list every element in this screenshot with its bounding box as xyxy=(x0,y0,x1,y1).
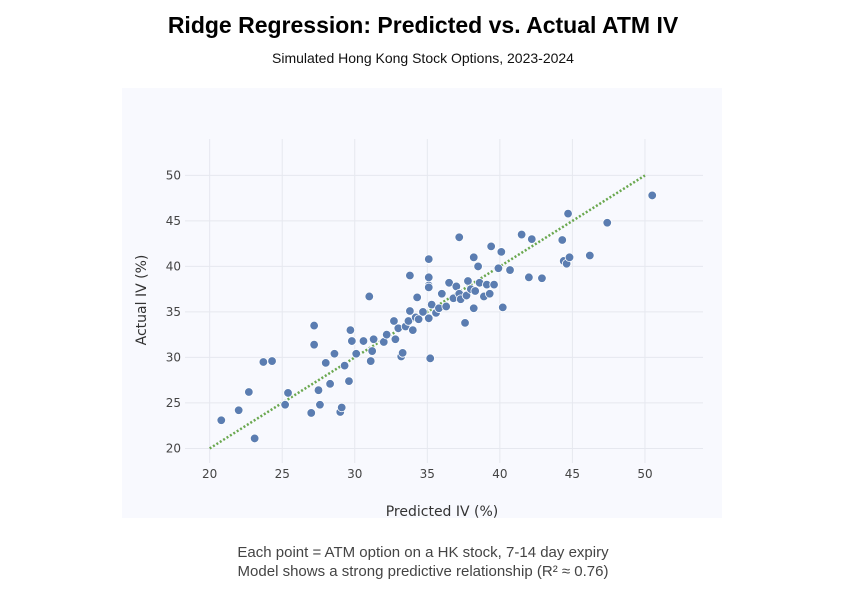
data-point xyxy=(470,286,480,296)
data-point xyxy=(364,291,374,302)
data-point xyxy=(309,320,319,331)
data-point xyxy=(469,303,479,313)
data-point xyxy=(564,252,575,263)
data-point xyxy=(381,329,392,340)
data-point xyxy=(233,405,244,415)
data-point xyxy=(249,433,260,444)
data-point xyxy=(405,270,415,281)
y-tick-label: 40 xyxy=(166,259,181,273)
data-point xyxy=(496,247,507,257)
data-point xyxy=(563,208,573,219)
data-point xyxy=(413,314,424,324)
data-point xyxy=(397,348,408,358)
scatter-chart: 20 25 30 35 40 45 50 20 25 30 35 40 45 50 Predicted I… xyxy=(122,88,722,520)
caption-line-2: Model shows a strong predictive relation… xyxy=(237,563,609,580)
chart-subtitle: Simulated Hong Kong Stock Options, 2023-… xyxy=(272,50,574,66)
data-point xyxy=(524,272,534,283)
data-point xyxy=(424,313,434,323)
caption-line-1: Each point = ATM option on a HK stock, 7… xyxy=(237,544,609,561)
data-point xyxy=(425,353,435,364)
data-point xyxy=(216,415,226,425)
data-point xyxy=(313,385,324,395)
y-tick-label: 25 xyxy=(166,396,181,410)
data-point xyxy=(347,336,357,346)
data-point xyxy=(244,387,254,397)
data-point xyxy=(461,290,472,301)
y-axis-label: Actual IV (%) xyxy=(134,255,150,346)
y-tick-label: 50 xyxy=(166,168,181,182)
data-point xyxy=(418,307,428,317)
data-point xyxy=(602,218,612,228)
data-point xyxy=(267,356,277,366)
data-point xyxy=(408,325,418,335)
data-point xyxy=(454,232,464,242)
data-point xyxy=(315,400,325,410)
data-point xyxy=(437,289,447,299)
data-point xyxy=(557,235,567,245)
data-point xyxy=(647,190,657,201)
x-tick-label: 35 xyxy=(420,467,435,481)
data-point xyxy=(505,265,515,275)
data-point xyxy=(516,229,527,240)
data-point xyxy=(486,241,496,252)
data-point xyxy=(283,388,293,398)
data-point xyxy=(337,402,347,413)
data-point xyxy=(424,254,434,264)
tick-labels: 20 25 30 35 40 45 50 20 25 30 35 40 45 50 xyxy=(166,168,653,481)
y-tick-label: 20 xyxy=(166,441,181,455)
x-tick-label: 25 xyxy=(275,467,290,481)
data-point xyxy=(463,276,473,286)
plot-background xyxy=(122,88,722,518)
data-point xyxy=(469,252,479,263)
y-tick-label: 35 xyxy=(166,305,181,319)
data-point xyxy=(585,250,595,261)
data-point xyxy=(329,349,340,359)
data-point xyxy=(493,263,504,273)
chart-title: Ridge Regression: Predicted vs. Actual A… xyxy=(167,12,679,38)
data-point xyxy=(405,306,415,316)
data-point xyxy=(537,273,547,283)
y-tick-label: 45 xyxy=(166,214,181,228)
data-point xyxy=(345,325,356,335)
x-tick-label: 30 xyxy=(347,467,362,481)
data-point xyxy=(368,334,379,344)
data-point xyxy=(460,318,470,328)
data-point xyxy=(390,334,401,344)
data-point xyxy=(489,279,499,290)
data-point xyxy=(306,408,316,418)
data-point xyxy=(339,360,350,371)
data-point xyxy=(441,301,451,312)
data-point xyxy=(367,346,377,356)
data-point xyxy=(325,379,335,389)
data-point xyxy=(473,261,483,272)
x-tick-label: 50 xyxy=(637,467,652,481)
data-point xyxy=(424,272,434,283)
data-point xyxy=(358,336,369,346)
x-tick-label: 45 xyxy=(565,467,580,481)
data-point xyxy=(258,357,269,367)
x-tick-label: 20 xyxy=(202,467,217,481)
data-point xyxy=(389,316,399,326)
y-tick-label: 30 xyxy=(166,350,181,364)
data-point xyxy=(485,289,495,299)
data-point xyxy=(366,356,376,366)
x-tick-label: 40 xyxy=(492,467,507,481)
data-point xyxy=(309,339,319,350)
data-point xyxy=(527,234,537,244)
data-point xyxy=(321,358,331,368)
data-point xyxy=(351,349,361,359)
data-point xyxy=(344,376,354,386)
data-point xyxy=(412,292,422,303)
x-axis-label: Predicted IV (%) xyxy=(386,504,499,520)
data-points xyxy=(216,190,657,444)
data-point xyxy=(280,400,290,410)
data-point xyxy=(498,302,508,313)
data-point xyxy=(424,282,434,293)
